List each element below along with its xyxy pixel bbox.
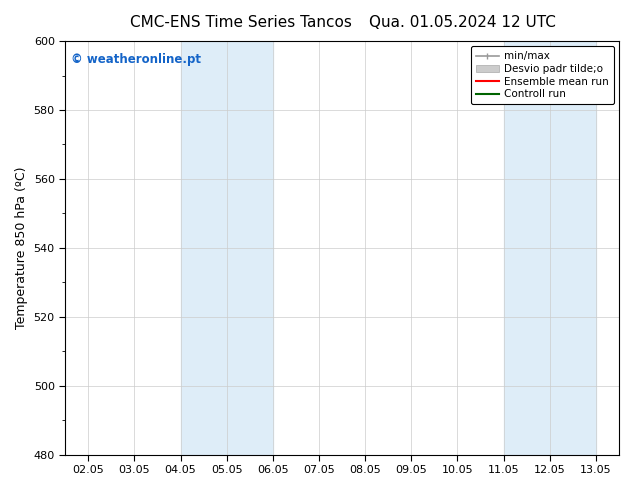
Legend: min/max, Desvio padr tilde;o, Ensemble mean run, Controll run: min/max, Desvio padr tilde;o, Ensemble m… (470, 46, 614, 104)
Text: CMC-ENS Time Series Tancos: CMC-ENS Time Series Tancos (130, 15, 352, 30)
Bar (181, 41, 273, 455)
Text: © weatheronline.pt: © weatheronline.pt (71, 53, 201, 67)
Text: Qua. 01.05.2024 12 UTC: Qua. 01.05.2024 12 UTC (370, 15, 556, 30)
Y-axis label: Temperature 850 hPa (ºC): Temperature 850 hPa (ºC) (15, 167, 28, 329)
Bar (503, 41, 596, 455)
